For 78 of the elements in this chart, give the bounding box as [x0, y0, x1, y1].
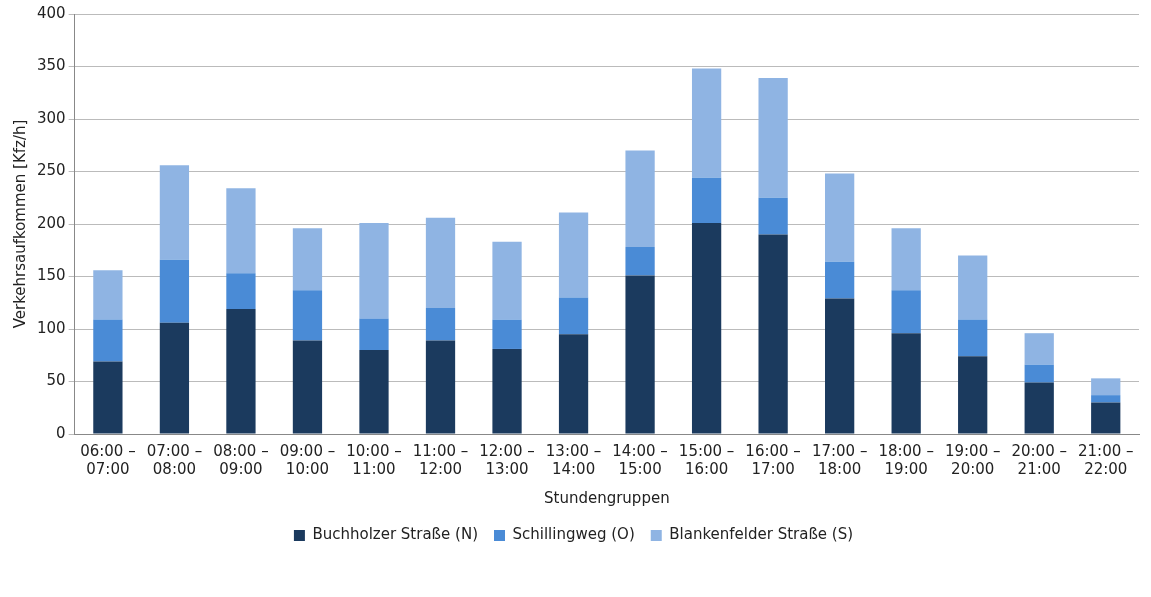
y-axis-title: Verkehrsaufkommen [Kfz/h] [10, 119, 29, 329]
bar [159, 322, 190, 434]
bar [226, 273, 256, 310]
y-tick-label: 0 [56, 423, 66, 442]
bar [359, 350, 389, 434]
bar [691, 177, 722, 223]
bar [891, 333, 921, 434]
bar [958, 255, 988, 320]
bar [1091, 378, 1121, 396]
bar [292, 228, 323, 291]
bar [1091, 402, 1121, 434]
bar [93, 319, 123, 362]
legend-label: Buchholzer Straße (N) [312, 525, 478, 544]
x-tick-label: 11:00 – 12:00 [412, 441, 469, 478]
bar [625, 150, 655, 248]
x-tick-label: 12:00 – 13:00 [479, 441, 535, 478]
bar [558, 297, 589, 335]
x-tick-label: 08:00 – 09:00 [213, 441, 269, 478]
x-tick-label: 07:00 – 08:00 [146, 441, 203, 478]
bar [425, 340, 456, 434]
x-tick-label: 06:00 – 07:00 [80, 441, 136, 478]
x-tick-label: 19:00 – 20:00 [944, 441, 1001, 478]
bar [93, 270, 123, 320]
bar [492, 319, 522, 349]
y-tick-label: 150 [36, 266, 66, 285]
bar [492, 348, 522, 434]
x-tick-label: 16:00 – 17:00 [745, 441, 801, 478]
x-tick-label: 20:00 – 21:00 [1011, 441, 1067, 478]
y-tick-label: 100 [36, 318, 66, 337]
bar [625, 247, 655, 276]
bar [492, 241, 522, 320]
bar [359, 222, 389, 319]
bar [93, 361, 123, 434]
bar [292, 340, 323, 434]
bar [825, 298, 855, 434]
bar [625, 275, 655, 434]
bar [691, 68, 722, 178]
bar [226, 188, 256, 274]
bar [891, 228, 921, 291]
bar [891, 290, 921, 334]
y-tick-label: 300 [36, 108, 66, 127]
legend-label: Blankenfelder Straße (S) [669, 525, 854, 544]
bar [558, 212, 589, 298]
x-tick-label: 15:00 – 16:00 [678, 441, 735, 478]
bar [1091, 395, 1121, 403]
y-tick-label: 400 [36, 3, 66, 22]
x-tick-label: 21:00 – 22:00 [1077, 441, 1134, 478]
bar [425, 308, 456, 341]
bar [958, 319, 988, 357]
y-tick-label: 50 [46, 371, 66, 390]
bar [159, 259, 190, 323]
bar [558, 334, 589, 434]
x-tick-label: 18:00 – 19:00 [878, 441, 934, 478]
legend-label: Schillingweg (O) [512, 525, 635, 544]
bar [758, 197, 788, 235]
bar [1024, 364, 1054, 383]
bar [758, 234, 788, 434]
y-tick-label: 250 [36, 161, 66, 180]
x-tick-label: 14:00 – 15:00 [612, 441, 668, 478]
bar [159, 165, 190, 260]
bar [825, 173, 855, 262]
x-tick-label: 17:00 – 18:00 [811, 441, 868, 478]
x-axis-title: Stundengruppen [543, 488, 670, 507]
bar [1024, 382, 1054, 434]
bar [825, 261, 855, 299]
y-tick-label: 200 [36, 213, 66, 232]
bar [292, 290, 323, 341]
bar [1024, 333, 1054, 365]
bar [691, 222, 722, 434]
bar [758, 78, 788, 198]
bar [359, 318, 389, 350]
x-tick-label: 10:00 – 11:00 [346, 441, 402, 478]
x-tick-label: 09:00 – 10:00 [279, 441, 336, 478]
bar [425, 217, 456, 308]
x-tick-label: 13:00 – 14:00 [545, 441, 602, 478]
y-tick-label: 350 [36, 56, 66, 75]
bar [226, 309, 256, 434]
bar [958, 356, 988, 434]
